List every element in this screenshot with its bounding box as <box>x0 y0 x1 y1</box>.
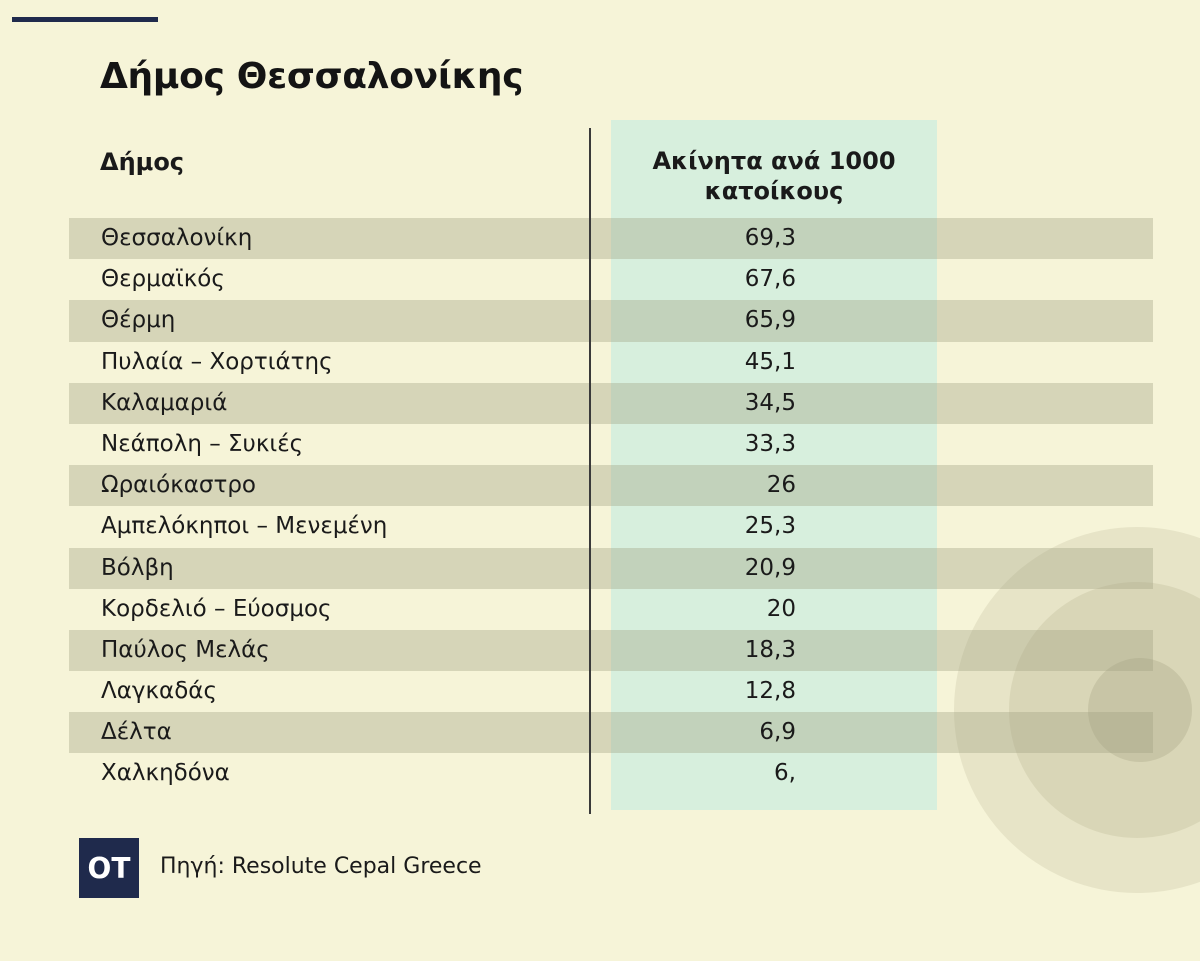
column-header-municipality: Δήμος <box>100 148 185 176</box>
table-row: Θερμαϊκός 67,6 <box>69 259 1153 300</box>
municipality-name: Παύλος Μελάς <box>101 636 270 663</box>
municipality-name: Νεάπολη – Συκιές <box>101 430 304 457</box>
source-note: Πηγή: Resolute Cepal Greece <box>160 854 482 879</box>
data-table: Θεσσαλονίκη 69,3 Θερμαϊκός 67,6 Θέρμη 65,9 Πυλ… <box>69 218 1153 795</box>
properties-value: 69,3 <box>744 225 796 251</box>
table-row: Ωραιόκαστρο 26 <box>69 465 1153 507</box>
table-row: Παύλος Μελάς 18,3 <box>69 629 1153 672</box>
municipality-name: Καλαμαριά <box>101 389 228 416</box>
table-row: Αμπελόκηποι – Μενεμένη 25,3 <box>69 506 1153 547</box>
properties-value: 67,6 <box>744 266 796 293</box>
municipality-name: Αμπελόκηποι – Μενεμένη <box>101 513 388 540</box>
properties-value: 25,3 <box>744 513 796 540</box>
page-title: Δήμος Θεσσαλονίκης <box>100 56 524 97</box>
properties-value: 65,9 <box>744 307 796 334</box>
column-header-line: Ακίνητα ανά 1000 <box>652 147 896 175</box>
properties-value: 6, <box>774 760 796 787</box>
table-row: Βόλβη 20,9 <box>69 547 1153 589</box>
table-row: Νεάπολη – Συκιές 33,3 <box>69 424 1153 465</box>
column-header-line: κατοίκους <box>704 177 844 205</box>
municipality-name: Θέρμη <box>101 307 176 334</box>
table-row: Δέλτα 6,9 <box>69 712 1153 754</box>
properties-value: 12,8 <box>744 678 796 705</box>
top-accent-rule <box>12 17 158 22</box>
value-column-highlight <box>611 120 937 810</box>
municipality-name: Κορδελιό – Εύοσμος <box>101 595 332 622</box>
table-row: Λαγκαδάς 12,8 <box>69 671 1153 712</box>
column-divider <box>589 128 591 814</box>
properties-value: 20,9 <box>744 554 796 581</box>
municipality-name: Ωραιόκαστρο <box>101 472 257 499</box>
properties-value: 45,1 <box>744 348 796 375</box>
table-row: Θεσσαλονίκη 69,3 <box>69 218 1153 260</box>
table-row: Κορδελιό – Εύοσμος 20 <box>69 589 1153 630</box>
municipality-name: Δέλτα <box>101 719 172 746</box>
properties-value: 18,3 <box>744 636 796 663</box>
municipality-name: Πυλαία – Χορτιάτης <box>101 348 333 375</box>
municipality-name: Θεσσαλονίκη <box>101 225 253 251</box>
table-row: Καλαμαριά 34,5 <box>69 382 1153 424</box>
municipality-name: Χαλκηδόνα <box>101 760 230 787</box>
municipality-name: Βόλβη <box>101 554 174 581</box>
properties-value: 26 <box>766 472 796 499</box>
table-row: Θέρμη 65,9 <box>69 300 1153 342</box>
table-row: Χαλκηδόνα 6, <box>69 753 1153 794</box>
properties-value: 20 <box>766 595 796 622</box>
properties-value: 34,5 <box>744 389 796 416</box>
table-row: Πυλαία – Χορτιάτης 45,1 <box>69 342 1153 383</box>
column-header-properties: Ακίνητα ανά 1000 κατοίκους <box>611 146 937 206</box>
municipality-name: Θερμαϊκός <box>101 266 225 293</box>
municipality-name: Λαγκαδάς <box>101 678 217 705</box>
properties-value: 33,3 <box>744 430 796 457</box>
ot-logo: ΟΤ <box>79 838 139 898</box>
properties-value: 6,9 <box>759 719 796 746</box>
